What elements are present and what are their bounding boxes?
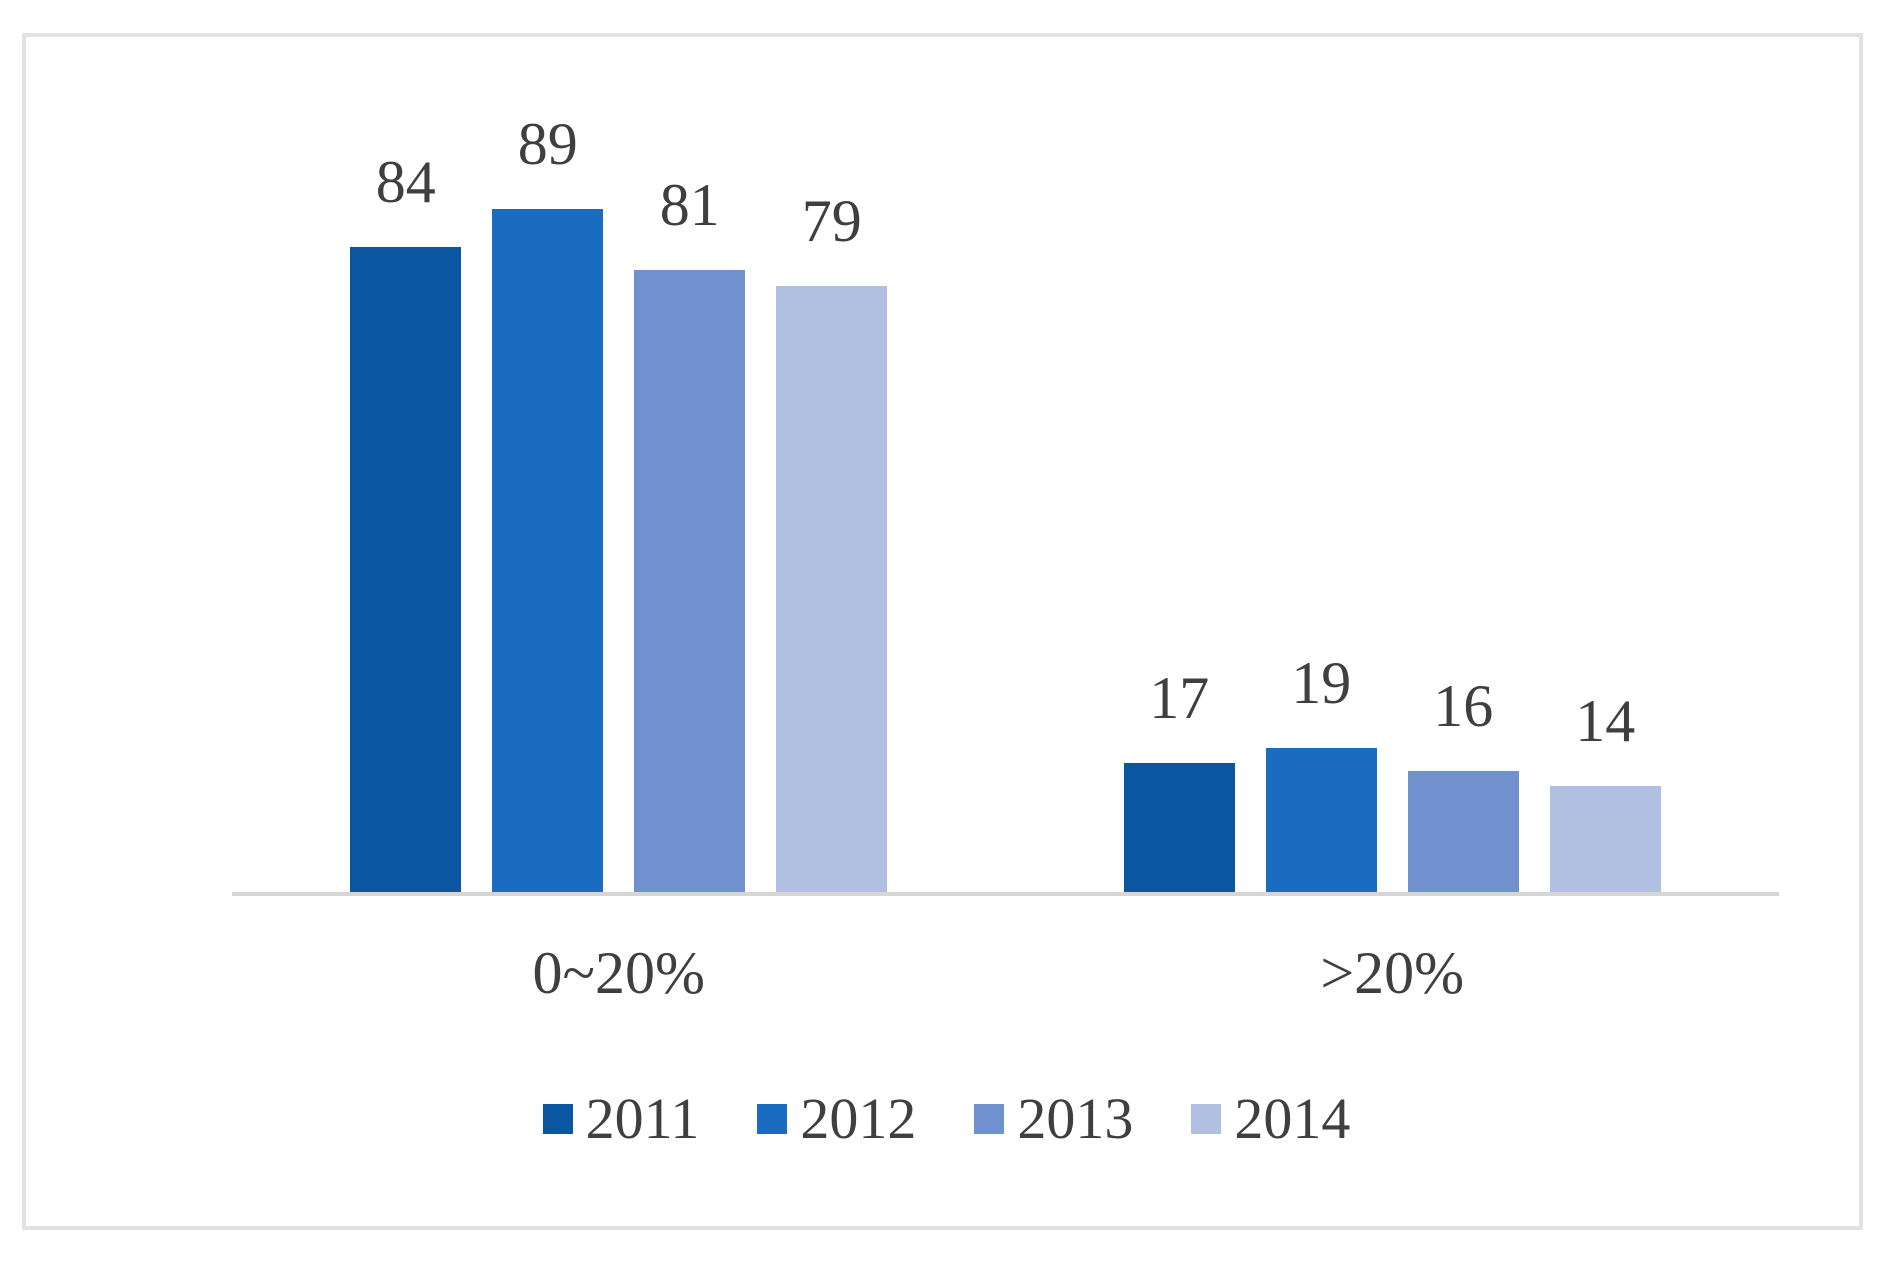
x-axis-labels: 0~20% >20% — [232, 938, 1779, 1008]
bar-value-label: 14 — [1575, 688, 1636, 755]
legend-series-label: 2013 — [1017, 1086, 1134, 1151]
chart-frame — [22, 33, 1863, 1230]
category-label: >20% — [1320, 940, 1465, 1006]
bar-column: 84 — [350, 149, 462, 894]
legend-color-swatch — [757, 1104, 788, 1134]
bar-value-label: 17 — [1149, 665, 1210, 732]
category-group: 84 89 81 79 — [232, 113, 1006, 894]
bar-column: 79 — [776, 187, 888, 894]
bar-value-label: 79 — [801, 187, 862, 254]
bar-series-2014 — [776, 285, 888, 894]
bar-column: 89 — [492, 110, 604, 894]
legend-item: 2012 — [757, 1086, 916, 1152]
legend-series-label: 2012 — [800, 1086, 917, 1151]
bar-column: 19 — [1265, 649, 1377, 894]
bar-series-2011 — [1123, 763, 1235, 894]
plot-groups: 84 89 81 79 17 19 16 14 — [232, 113, 1780, 894]
bar-series-2013 — [634, 270, 746, 894]
legend: 2011 2012 2013 2014 — [0, 1086, 1893, 1152]
bar-series-2012 — [492, 208, 604, 894]
legend-series-label: 2011 — [585, 1086, 700, 1151]
bar-value-label: 81 — [659, 172, 720, 239]
bar-column: 16 — [1407, 672, 1519, 894]
legend-color-swatch — [542, 1104, 573, 1134]
bar-value-label: 84 — [375, 149, 436, 216]
bar-series-2014 — [1549, 786, 1661, 894]
category-label: 0~20% — [532, 940, 705, 1006]
legend-item: 2011 — [542, 1086, 700, 1152]
legend-series-label: 2014 — [1234, 1086, 1351, 1151]
legend-color-swatch — [974, 1104, 1005, 1134]
x-axis-line — [232, 892, 1779, 896]
legend-color-swatch — [1191, 1104, 1222, 1134]
category-group: 17 19 16 14 — [1006, 124, 1780, 894]
bar-value-label: 16 — [1433, 672, 1494, 739]
bar-series-2011 — [350, 247, 462, 894]
legend-item: 2014 — [1191, 1086, 1350, 1152]
bar-series-2013 — [1407, 770, 1519, 894]
bar-value-label: 89 — [517, 110, 578, 177]
bar-series-2012 — [1265, 747, 1377, 894]
bar-column: 81 — [634, 172, 746, 894]
bar-column: 17 — [1123, 665, 1235, 894]
bar-column: 14 — [1549, 688, 1661, 894]
bar-value-label: 19 — [1291, 649, 1352, 716]
legend-item: 2013 — [974, 1086, 1133, 1152]
